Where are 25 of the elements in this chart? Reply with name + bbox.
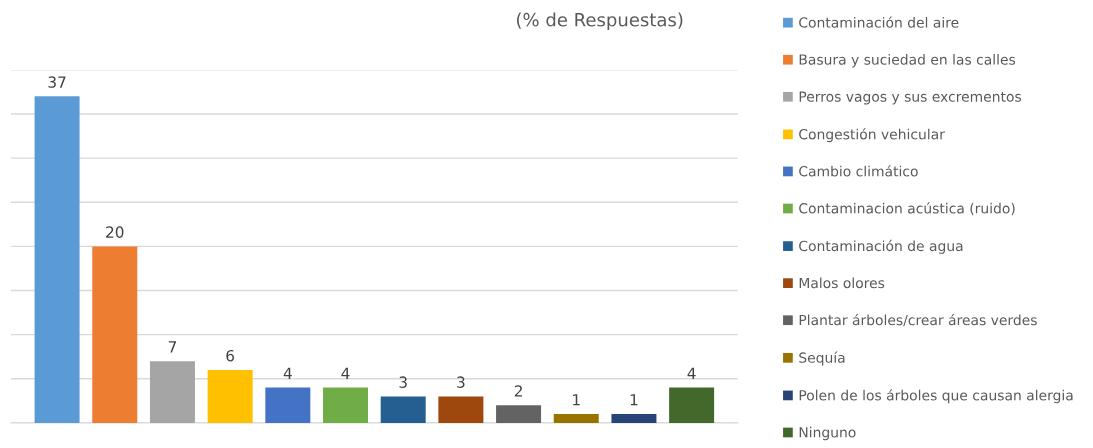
data-label: 3	[457, 376, 465, 388]
data-label: 1	[630, 394, 638, 406]
legend-label: Contaminación del aire	[799, 16, 959, 28]
legend-label: Malos olores	[799, 277, 885, 289]
legend-label: Sequía	[799, 351, 845, 366]
data-label: 37	[48, 76, 66, 88]
data-label: 1	[573, 394, 580, 406]
legend-label: Congestión vehicular	[799, 128, 945, 143]
legend-label: Perros vagos y sus excrementos	[799, 91, 1022, 105]
legend-label: Contaminación de agua	[799, 239, 963, 254]
legend-label: Ninguno	[799, 426, 856, 441]
chart-title: (% de Respuestas)	[516, 12, 683, 31]
data-label: 4	[341, 367, 350, 379]
data-label: 4	[283, 367, 292, 379]
data-label: 3	[399, 376, 407, 388]
legend-label: Basura y suciedad en las calles	[799, 54, 1016, 68]
data-label: 2	[514, 385, 522, 397]
data-label: 4	[687, 367, 696, 379]
legend-label: Polen de los árboles que causan alergia	[799, 389, 1073, 404]
data-label: 20	[106, 226, 124, 238]
data-label: 6	[226, 349, 235, 362]
legend-label: Cambio climático	[799, 165, 918, 177]
legend-label: Contaminacion acústica (ruido)	[799, 202, 1015, 216]
legend-label: Plantar árboles/crear áreas verdes	[799, 313, 1037, 327]
data-label: 7	[168, 341, 177, 353]
